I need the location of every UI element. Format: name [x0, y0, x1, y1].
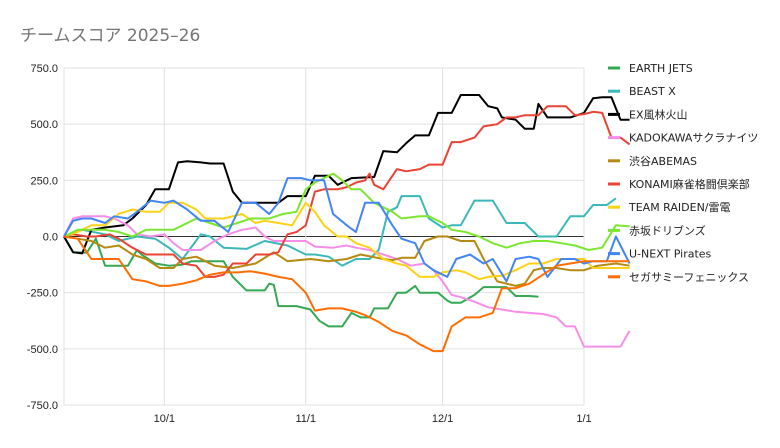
series-line: [63, 235, 630, 353]
legend-label: 渋谷ABEMAS: [629, 155, 697, 168]
legend-label: EARTH JETS: [629, 62, 693, 75]
series-lines: [63, 94, 631, 353]
legend-label: KADOKAWAサクラナイツ: [629, 132, 758, 145]
series-line: [63, 195, 617, 267]
chart-title: チームスコア 2025–26: [20, 26, 200, 46]
series-line: [63, 235, 630, 287]
x-tick-label: 1/1: [576, 413, 591, 425]
y-tick-label: -750.0: [27, 400, 58, 412]
y-tick-label: -500.0: [27, 344, 58, 356]
y-tick-label: 500.0: [30, 119, 58, 131]
series-line: [63, 201, 630, 281]
legend-label: EX風林火山: [629, 107, 688, 121]
x-tick-label: 10/1: [154, 413, 175, 425]
legend-label: BEAST X: [629, 85, 676, 98]
legend-label: セガサミーフェニックス: [629, 271, 749, 284]
y-tick-label: -250.0: [27, 288, 58, 300]
x-tick-label: 11/1: [295, 413, 316, 425]
legend-label: KONAMI麻雀格闘倶楽部: [629, 177, 750, 191]
legend-label: TEAM RAIDEN/雷電: [628, 201, 731, 214]
series-line: [63, 172, 630, 251]
legend-label: U-NEXT Pirates: [629, 248, 712, 261]
y-tick-label: 250.0: [30, 175, 58, 187]
y-tick-label: 0.0: [43, 232, 58, 244]
series-line: [63, 215, 631, 348]
series-line: [63, 177, 631, 283]
y-tick-label: 750.0: [30, 63, 58, 75]
series-line: [63, 94, 630, 255]
series-line: [63, 105, 631, 278]
gridlines: [63, 67, 585, 406]
series-line: [63, 235, 539, 328]
x-axis-ticks: 10/1 11/1 12/1 1/1: [154, 413, 592, 425]
x-tick-label: 12/1: [432, 413, 453, 425]
legend: EARTH JETS BEAST X EX風林火山 KADOKAWAサクラナイツ渋谷A…: [608, 62, 758, 284]
legend-label: 赤坂ドリブンズ: [629, 223, 706, 237]
y-axis-ticks: 750.0 500.0 250.0 0.0 -250.0 -500.0 -750.0: [27, 63, 58, 412]
